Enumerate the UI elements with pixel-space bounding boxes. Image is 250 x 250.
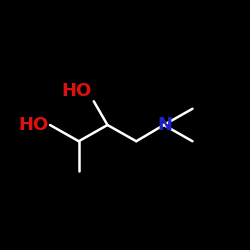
Text: N: N [158, 116, 172, 134]
Text: HO: HO [61, 82, 91, 100]
Text: HO: HO [18, 116, 49, 134]
